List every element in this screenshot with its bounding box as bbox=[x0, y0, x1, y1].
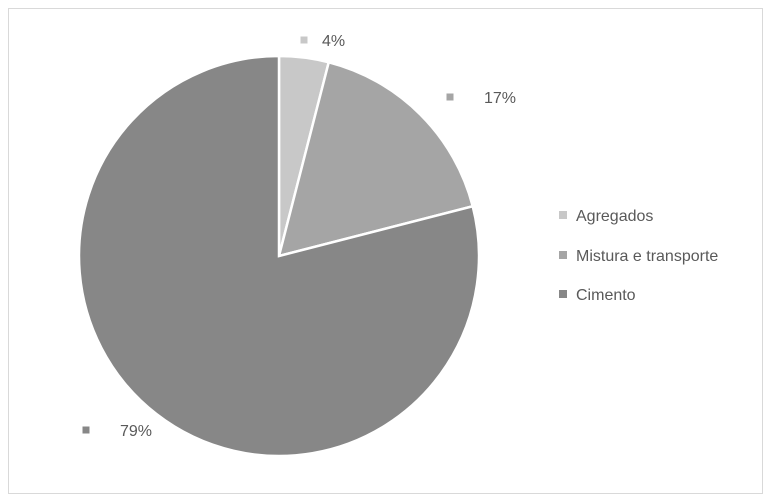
data-label: 4% bbox=[322, 33, 345, 50]
pie-slices bbox=[77, 54, 481, 458]
legend-marker bbox=[559, 251, 567, 259]
legend-marker bbox=[559, 290, 567, 298]
data-label-marker bbox=[82, 426, 90, 434]
pie-slice-cimento bbox=[77, 54, 481, 458]
data-label-marker bbox=[300, 36, 308, 44]
legend-entry[interactable]: Agregados bbox=[576, 208, 653, 225]
data-labels: 4% 17% 79% bbox=[82, 33, 516, 440]
data-label-marker bbox=[446, 93, 454, 101]
data-label: 17% bbox=[484, 90, 516, 107]
legend-entry[interactable]: Mistura e transporte bbox=[576, 248, 718, 265]
legend: Agregados Mistura e transporte Cimento bbox=[559, 208, 718, 304]
data-label: 79% bbox=[120, 423, 152, 440]
legend-entry[interactable]: Cimento bbox=[576, 287, 636, 304]
legend-marker bbox=[559, 211, 567, 219]
pie-slice-mistura-e-transporte bbox=[277, 60, 475, 258]
